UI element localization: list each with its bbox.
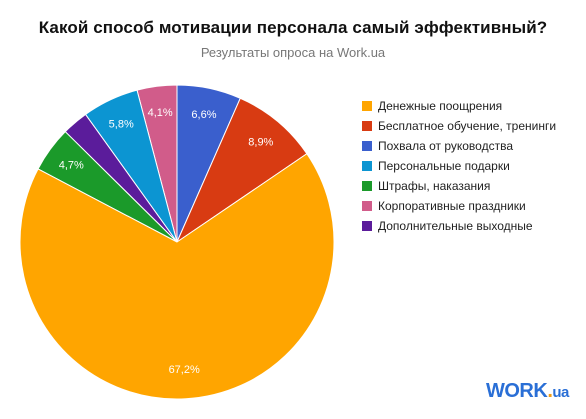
chart-title: Какой способ мотивации персонала самый э… bbox=[38, 18, 548, 37]
legend-label: Корпоративные праздники bbox=[378, 199, 526, 213]
legend-swatch bbox=[362, 101, 372, 111]
legend: Денежные поощрения Бесплатное обучение, … bbox=[362, 96, 582, 236]
legend-label: Бесплатное обучение, тренинги bbox=[378, 119, 557, 133]
legend-swatch bbox=[362, 121, 372, 131]
legend-swatch bbox=[362, 221, 372, 231]
legend-label: Похвала от руководства bbox=[378, 139, 513, 153]
logo-suffix: ua bbox=[552, 384, 569, 401]
pie-slice-1 bbox=[19, 153, 335, 400]
data-label: 4,1% bbox=[148, 107, 173, 119]
pie-slice-2 bbox=[175, 97, 308, 244]
legend-item: Денежные поощрения bbox=[362, 96, 582, 116]
legend-label: Дополнительные выходные bbox=[378, 219, 533, 233]
legend-item: Персональные подарки bbox=[362, 156, 582, 176]
legend-item: Похвала от руководства bbox=[362, 136, 582, 156]
data-label: 67,2% bbox=[169, 364, 200, 376]
legend-item: Корпоративные праздники bbox=[362, 196, 582, 216]
legend-item: Дополнительные выходные bbox=[362, 216, 582, 236]
legend-swatch bbox=[362, 161, 372, 171]
data-label: 6,6% bbox=[191, 109, 216, 121]
work-ua-logo: WORK.ua bbox=[486, 380, 569, 402]
chart-subtitle: Результаты опроса на Work.ua bbox=[200, 45, 386, 60]
legend-swatch bbox=[362, 141, 372, 151]
legend-swatch bbox=[362, 201, 372, 211]
legend-label: Штрафы, наказания bbox=[378, 179, 491, 193]
data-label: 5,8% bbox=[109, 118, 134, 130]
legend-item: Бесплатное обучение, тренинги bbox=[362, 116, 582, 136]
legend-item: Штрафы, наказания bbox=[362, 176, 582, 196]
legend-label: Персональные подарки bbox=[378, 159, 510, 173]
legend-swatch bbox=[362, 181, 372, 191]
data-label: 8,9% bbox=[248, 136, 273, 148]
logo-text: WORK bbox=[486, 380, 548, 402]
data-label: 4,7% bbox=[59, 160, 84, 172]
legend-label: Денежные поощрения bbox=[378, 99, 503, 113]
